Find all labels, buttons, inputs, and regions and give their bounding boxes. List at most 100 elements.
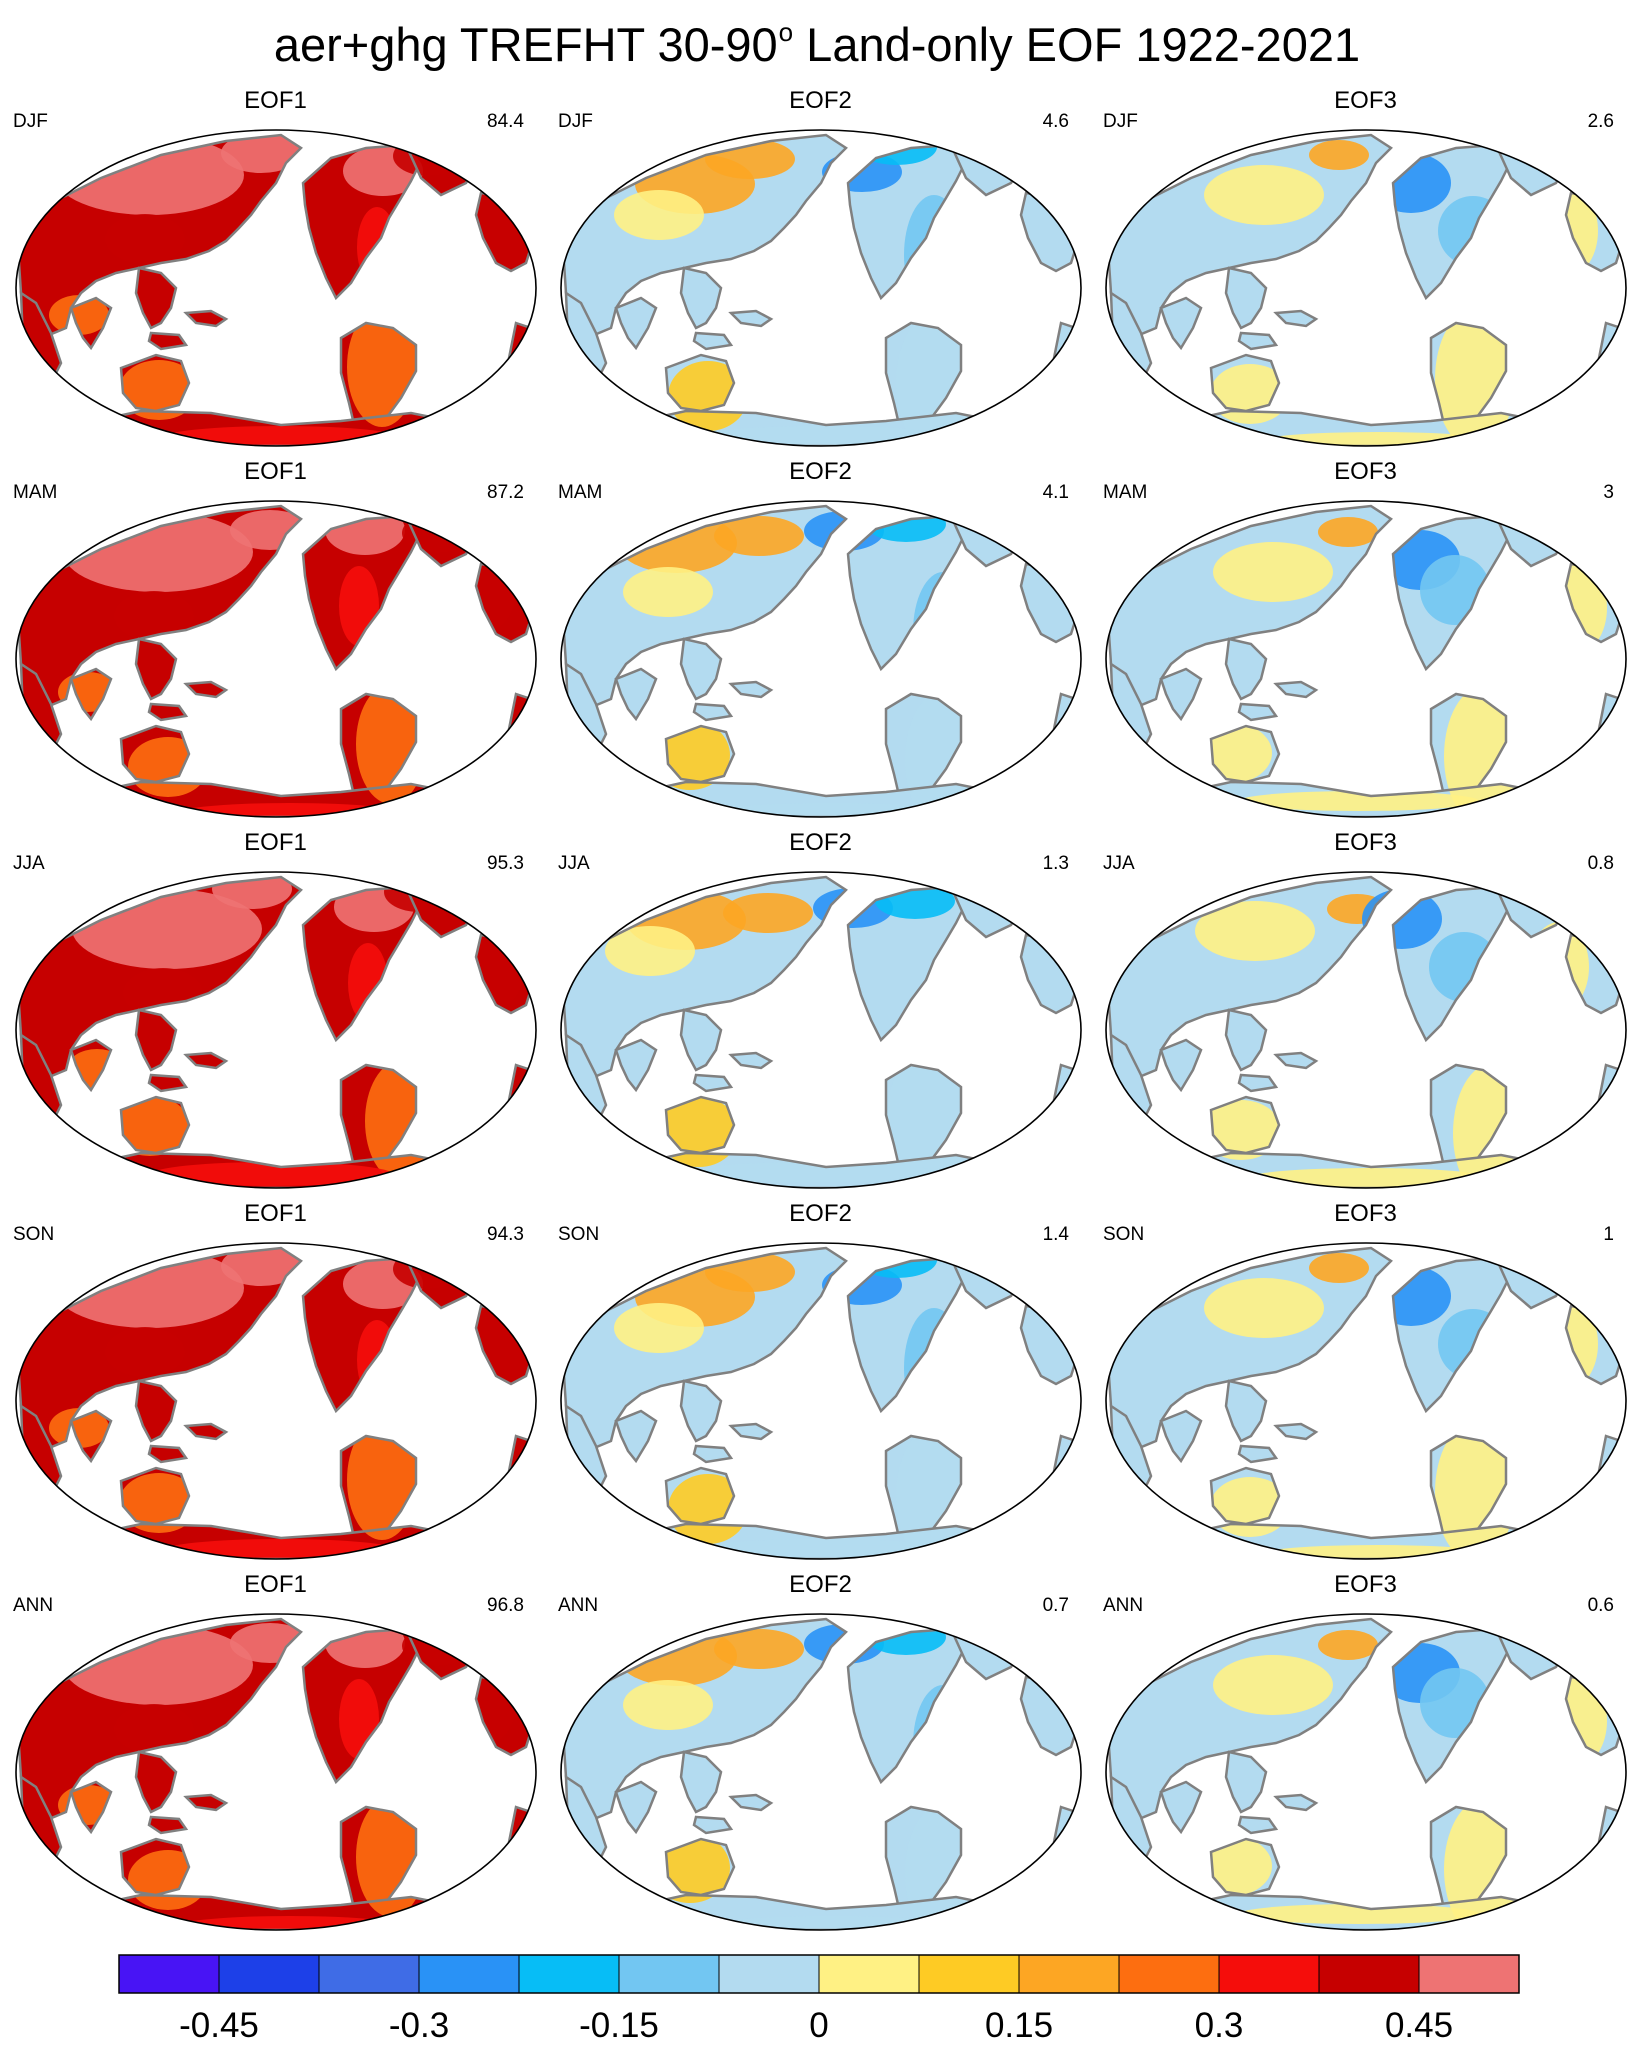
map-outline	[560, 871, 1082, 1189]
colorbar-segment	[1218, 1954, 1320, 1994]
map-outline	[15, 871, 537, 1189]
land-region	[694, 682, 771, 720]
colorbar-segment	[1418, 1954, 1520, 1994]
panel-variance-label: 94.3	[487, 1224, 524, 1245]
land-region	[681, 268, 721, 328]
figure-title: aer+ghg TREFHT 30-90o Land-only EOF 1922…	[0, 2, 1634, 75]
map-outline	[1105, 1613, 1627, 1931]
land-region	[1161, 1411, 1201, 1461]
land-region	[616, 669, 656, 719]
map-projection	[1105, 500, 1627, 818]
map-outline	[15, 1242, 537, 1560]
map-panel: EOF3 ANN 0.6	[1093, 1567, 1634, 1939]
panel-season-label: MAM	[558, 482, 603, 503]
map-projection	[15, 871, 537, 1189]
land-region	[1239, 682, 1316, 720]
colorbar-segment	[918, 1954, 1020, 1994]
colorbar-segment	[218, 1954, 320, 1994]
map-projection	[15, 1613, 537, 1931]
panel-season-label: SON	[558, 1224, 600, 1245]
land-region	[681, 1381, 721, 1441]
panel-variance-label: 0.6	[1587, 1595, 1614, 1616]
map-panel: EOF2 JJA 1.3	[548, 825, 1093, 1197]
map-outline	[15, 500, 537, 818]
map-projection	[15, 1242, 537, 1560]
map-outline	[1105, 871, 1627, 1189]
panel-variance-label: 84.4	[487, 111, 524, 132]
map-outline	[560, 1613, 1082, 1931]
panel-season-label: ANN	[558, 1595, 599, 1616]
map-outline	[1105, 1242, 1627, 1560]
land-region	[136, 639, 176, 699]
panel-variance-label: 3	[1603, 482, 1614, 503]
map-panel: EOF1 ANN 96.8	[3, 1567, 548, 1939]
colorbar-segment	[718, 1954, 820, 1994]
map-panel: EOF1 MAM 87.2	[3, 454, 548, 826]
panel-season-label: DJF	[13, 111, 48, 132]
land-region	[1226, 639, 1266, 699]
land-region	[149, 1053, 226, 1091]
colorbar-tick-label: 0	[809, 2006, 829, 2045]
map-panel: EOF3 MAM 3	[1093, 454, 1634, 826]
land-region	[71, 298, 111, 348]
panel-title: EOF1	[244, 1200, 307, 1227]
land-region	[681, 1752, 721, 1812]
panel-title: EOF2	[789, 87, 852, 114]
land-region	[666, 355, 734, 411]
panel-variance-label: 0.7	[1042, 1595, 1069, 1616]
panel-season-label: SON	[13, 1224, 55, 1245]
land-region	[694, 311, 771, 349]
map-panel: EOF2 MAM 4.1	[548, 454, 1093, 826]
land-region	[1239, 1053, 1316, 1091]
map-projection	[560, 1242, 1082, 1560]
land-region	[694, 1053, 771, 1091]
map-projection	[1105, 129, 1627, 447]
land-region	[149, 1795, 226, 1833]
panel-season-label: JJA	[558, 853, 590, 874]
panel-title: EOF3	[1334, 1571, 1397, 1598]
colorbar-tick-label: 0.45	[1384, 2006, 1454, 2045]
land-region	[1226, 1752, 1266, 1812]
panel-season-label: JJA	[1103, 853, 1135, 874]
land-region	[121, 1097, 189, 1153]
land-region	[149, 682, 226, 720]
panel-variance-label: 1.3	[1042, 853, 1069, 874]
panel-season-label: ANN	[13, 1595, 54, 1616]
colorbar-segment	[818, 1954, 920, 1994]
panel-variance-label: 4.1	[1042, 482, 1069, 503]
panel-season-label: MAM	[1103, 482, 1148, 503]
land-region	[616, 1040, 656, 1090]
panel-variance-label: 4.6	[1042, 111, 1069, 132]
land-region	[136, 1752, 176, 1812]
land-region	[1239, 1424, 1316, 1462]
map-projection	[560, 129, 1082, 447]
colorbar-segment	[318, 1954, 420, 1994]
panel-season-label: JJA	[13, 853, 45, 874]
map-projection	[1105, 871, 1627, 1189]
land-region	[616, 1411, 656, 1461]
panel-season-label: DJF	[1103, 111, 1138, 132]
land-region	[71, 1411, 111, 1461]
map-panel: EOF3 DJF 2.6	[1093, 83, 1634, 455]
land-region	[681, 639, 721, 699]
map-outline	[1105, 500, 1627, 818]
map-panel: EOF1 DJF 84.4	[3, 83, 548, 455]
land-region	[1211, 1097, 1279, 1153]
panel-season-label: MAM	[13, 482, 58, 503]
land-region	[1226, 1381, 1266, 1441]
land-region	[136, 1381, 176, 1441]
panel-variance-label: 95.3	[487, 853, 524, 874]
title-main: aer+ghg TREFHT 30-90	[273, 18, 778, 71]
map-panel: EOF2 SON 1.4	[548, 1196, 1093, 1568]
panel-variance-label: 96.8	[487, 1595, 524, 1616]
panel-title: EOF3	[1334, 829, 1397, 856]
panel-title: EOF3	[1334, 1200, 1397, 1227]
colorbar-segment	[618, 1954, 720, 1994]
map-panel: EOF1 SON 94.3	[3, 1196, 548, 1568]
map-panel: EOF1 JJA 95.3	[3, 825, 548, 1197]
colorbar-tick-label: 0.3	[1194, 2006, 1244, 2045]
panel-title: EOF3	[1334, 458, 1397, 485]
map-panel: EOF2 ANN 0.7	[548, 1567, 1093, 1939]
panel-title: EOF1	[244, 829, 307, 856]
land-region	[136, 268, 176, 328]
